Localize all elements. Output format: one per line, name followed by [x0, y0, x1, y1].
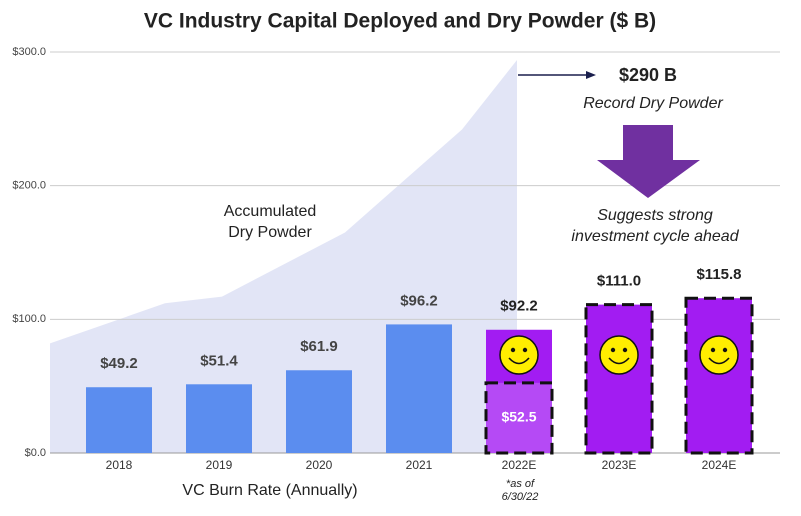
outlook-text: investment cycle ahead: [571, 228, 739, 245]
x-tick-label: 2020: [306, 458, 333, 472]
record-value: $290 B: [619, 65, 677, 85]
outlook-text: Suggests strong: [597, 207, 713, 224]
x-tick-label: 2021: [406, 458, 433, 472]
bar: [584, 303, 654, 455]
x-tick-label: 2023E: [602, 458, 637, 472]
y-tick-label: $200.0: [12, 180, 46, 192]
smiley-eye: [510, 347, 516, 353]
smiley-eye: [622, 347, 628, 353]
x-tick-label: 2019: [206, 458, 233, 472]
value-label: $115.8: [696, 266, 741, 283]
smiley-face: [599, 335, 639, 375]
x-axis-label: VC Burn Rate (Annually): [182, 482, 357, 499]
arrow-head: [586, 71, 596, 79]
y-tick-label: $100.0: [12, 313, 46, 325]
smiley-eye: [722, 347, 728, 353]
value-label: $51.4: [200, 352, 238, 369]
x-tick-label: 2018: [106, 458, 133, 472]
bar: [386, 324, 452, 453]
smiley-eye: [610, 347, 616, 353]
x-tick-label: 2022E: [502, 458, 537, 472]
value-label: $96.2: [400, 292, 438, 309]
bar: [286, 370, 352, 453]
down-arrow: [597, 125, 700, 198]
value-label: $49.2: [100, 355, 138, 372]
bar: [684, 296, 754, 455]
smiley-face: [499, 335, 539, 375]
x-tick-label: 2024E: [702, 458, 737, 472]
bar: [86, 387, 152, 453]
value-label: $92.2: [500, 298, 538, 315]
smiley-eye: [710, 347, 716, 353]
y-tick-label: $300.0: [12, 46, 46, 58]
record-label: Record Dry Powder: [583, 95, 723, 112]
smiley-eye: [522, 347, 528, 353]
footnote: *as of: [506, 478, 535, 490]
value-label: $111.0: [597, 273, 641, 290]
area-label: Accumulated: [224, 203, 317, 220]
area-label: Dry Powder: [228, 224, 312, 241]
bar-layer: $49.2 2018 $51.4 2019 $61.9 2020 $96.2 2021 $52.…: [86, 266, 754, 472]
smiley-mouth: [708, 357, 730, 365]
chart-title: VC Industry Capital Deployed and Dry Pow…: [144, 10, 656, 33]
y-tick-label: $0.0: [25, 447, 46, 459]
sub-bar: [484, 381, 554, 455]
sub-bar-label: $52.5: [501, 409, 536, 425]
bar: [186, 384, 252, 453]
value-label: $61.9: [300, 338, 338, 355]
smiley-mouth: [508, 357, 530, 365]
footnote: 6/30/22: [502, 491, 539, 503]
smiley-mouth: [608, 357, 630, 365]
smiley-face: [699, 335, 739, 375]
